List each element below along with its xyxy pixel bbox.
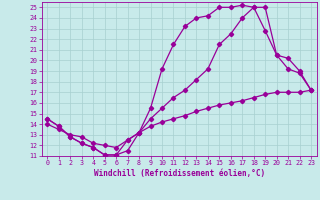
X-axis label: Windchill (Refroidissement éolien,°C): Windchill (Refroidissement éolien,°C) [94, 169, 265, 178]
